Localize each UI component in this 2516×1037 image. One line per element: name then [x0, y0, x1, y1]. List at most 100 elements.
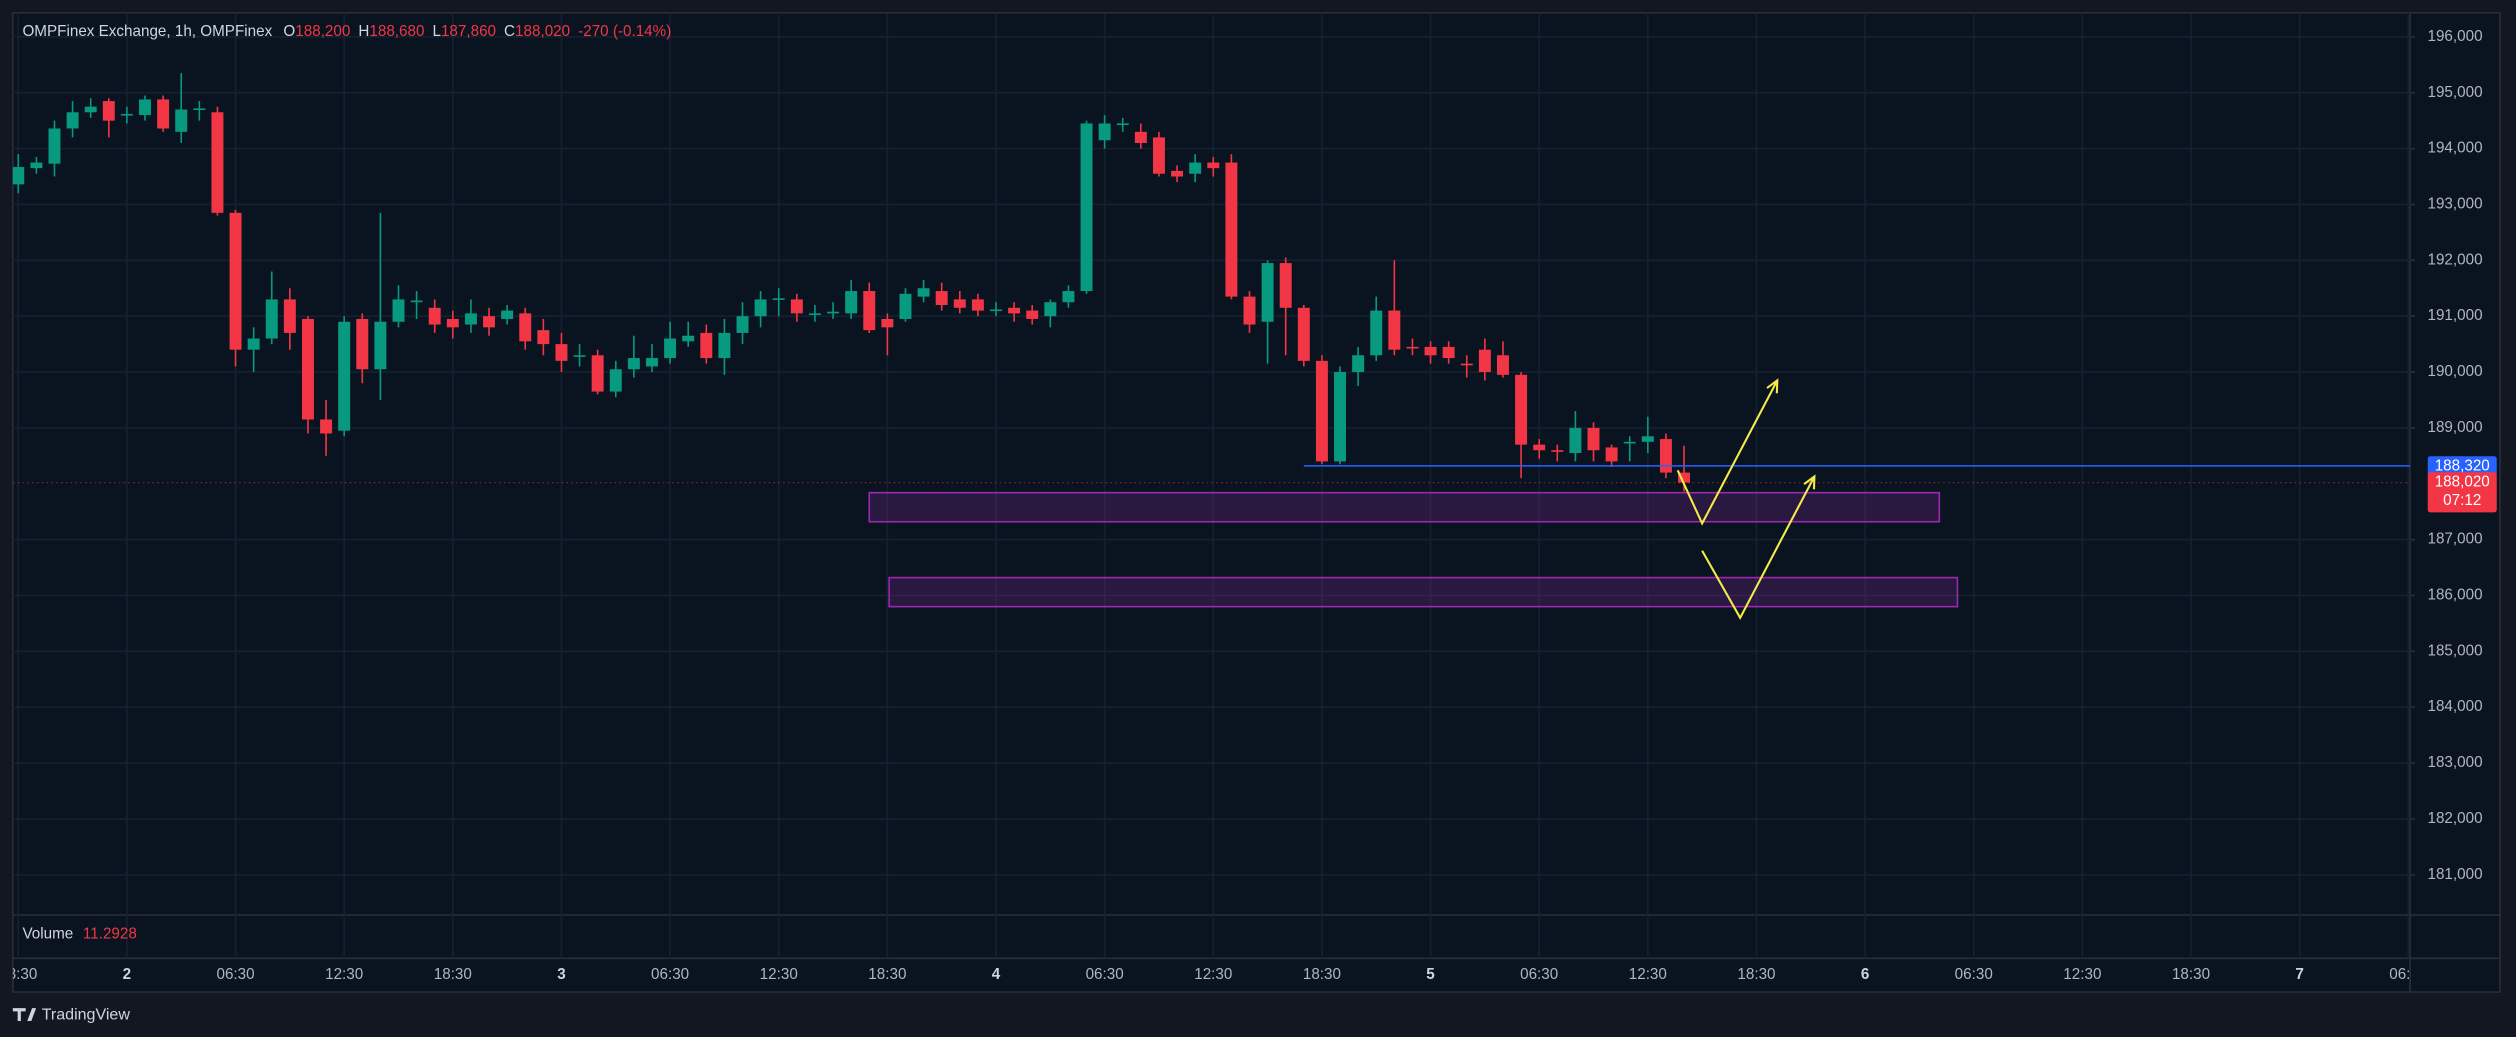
x-tick-label: 12:30 — [2063, 966, 2101, 983]
x-tick-label: 2 — [123, 966, 131, 983]
x-tick-label: 5 — [1426, 966, 1435, 983]
candle-body — [139, 99, 151, 116]
candle-body — [646, 358, 658, 367]
candle-body — [1207, 162, 1220, 169]
ohlc-value: 188,680 — [369, 23, 424, 40]
candle-body — [501, 310, 514, 319]
candle-body — [1460, 363, 1473, 366]
candle-body — [1515, 374, 1528, 445]
y-tick-label: 196,000 — [2427, 28, 2482, 45]
candle-body — [1189, 162, 1202, 174]
candle-body — [1587, 427, 1600, 451]
candle-body — [1315, 360, 1328, 462]
zone — [888, 576, 1959, 608]
candle-body — [265, 299, 278, 339]
candle-body — [555, 344, 568, 361]
candle-body — [229, 212, 242, 350]
candle-body — [1478, 349, 1491, 373]
candle-body — [1406, 346, 1419, 349]
candle-body — [1225, 162, 1238, 297]
candle-body — [428, 307, 441, 325]
volume-label: Volume 11.2928 — [22, 925, 136, 942]
candle-body — [609, 369, 622, 392]
candle-body — [338, 321, 351, 431]
y-tick-label: 181,000 — [2427, 866, 2482, 883]
arrow-head — [1803, 474, 1816, 490]
x-tick-label: 4 — [992, 966, 1001, 983]
candle-body — [1062, 291, 1075, 303]
candle-body — [30, 162, 43, 169]
candle-body — [211, 112, 224, 213]
ohlc-value: 188,200 — [295, 23, 350, 40]
x-tick-label: 18:30 — [1737, 966, 1775, 983]
brand-icon — [12, 1008, 37, 1021]
x-tick-label: 18:30 — [434, 966, 472, 983]
ohlc-key: O — [283, 23, 295, 40]
price-pane — [12, 73, 2411, 620]
candle-body — [754, 299, 767, 317]
candle-body — [392, 299, 405, 322]
candle-body — [1442, 346, 1455, 359]
x-tick-label: 06:30 — [651, 966, 689, 983]
candle-body — [410, 300, 423, 303]
time-axis: 18:30 2 06:30 12:30 18:30 3 06:30 12:30 18:30 4 06… — [13, 966, 2427, 983]
x-tick-label: 06:30 — [2389, 966, 2427, 983]
last-price-label-bg — [2427, 472, 2497, 513]
y-tick-label: 187,000 — [2427, 531, 2482, 548]
ohlc-key: H — [358, 23, 369, 40]
arrow-head — [1766, 378, 1779, 394]
candle-body — [664, 338, 677, 359]
candle-body — [700, 332, 713, 359]
axes: 196,000 195,000 194,000 193,000 192,000 191,0… — [2410, 28, 2497, 883]
y-tick-label: 195,000 — [2427, 84, 2482, 101]
change-value: -270 (-0.14%) — [578, 23, 671, 40]
candle-body — [682, 335, 695, 342]
candle-body — [1098, 123, 1111, 141]
candle-body — [1659, 439, 1672, 473]
candle-body — [573, 355, 586, 357]
candle-body — [1279, 263, 1292, 308]
candle-body — [483, 316, 496, 328]
x-tick-label: 12:30 — [325, 966, 363, 983]
brand-logo: TradingView — [12, 1006, 131, 1024]
candle-body — [917, 288, 930, 297]
candle-body — [1678, 472, 1691, 483]
y-tick-label: 189,000 — [2427, 419, 2482, 436]
y-tick-label: 186,000 — [2427, 587, 2482, 604]
candle-body — [1623, 441, 1636, 444]
brand-name: TradingView — [42, 1006, 131, 1024]
last-price-label: 188,020 — [2435, 474, 2490, 491]
volume-name: Volume — [22, 925, 73, 942]
candle-body — [1641, 436, 1654, 442]
candle-body — [1297, 307, 1310, 361]
x-tick-label: 12:30 — [1194, 966, 1232, 983]
candle-body — [446, 318, 459, 328]
candle-body — [1134, 131, 1147, 143]
candle-body — [1116, 123, 1129, 126]
candle-body — [1551, 450, 1564, 452]
ohlc-key: C — [504, 23, 515, 40]
ohlc-value: 187,860 — [441, 23, 496, 40]
candle-body — [1152, 137, 1165, 174]
y-tick-label: 185,000 — [2427, 642, 2482, 659]
candle-body — [1352, 355, 1365, 373]
candle-body — [1044, 302, 1057, 317]
x-tick-label: 06:30 — [1520, 966, 1558, 983]
candle-body — [1424, 346, 1437, 356]
zone — [868, 491, 1941, 523]
x-tick-label: 18:30 — [2172, 966, 2210, 983]
x-tick-label: 18:30 — [1303, 966, 1341, 983]
candle-body — [247, 338, 260, 350]
candle-body — [827, 311, 840, 314]
candle-body — [1533, 444, 1546, 451]
candle-body — [1243, 296, 1256, 325]
candle-body — [899, 293, 912, 319]
candle-body — [1569, 427, 1582, 454]
candle-body — [736, 316, 749, 333]
candle-body — [627, 358, 640, 370]
projection-arrow — [1676, 379, 1779, 526]
candle-body — [1171, 170, 1184, 177]
y-tick-label: 191,000 — [2427, 307, 2482, 324]
x-tick-label: 18:30 — [868, 966, 906, 983]
